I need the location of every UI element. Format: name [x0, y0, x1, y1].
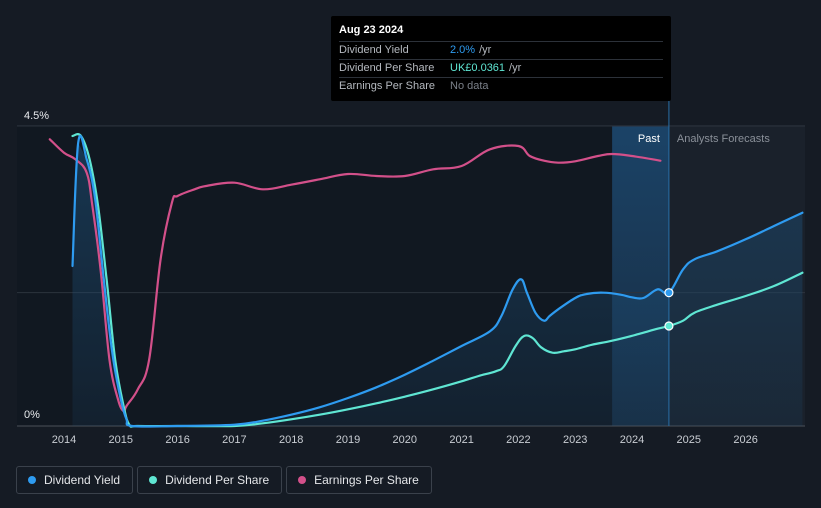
tooltip-unit: /yr: [509, 62, 522, 74]
tooltip-unit: /yr: [479, 44, 492, 56]
tooltip-row-dividend-yield: Dividend Yield 2.0% /yr: [339, 41, 663, 59]
point-dividend-yield: [664, 288, 674, 298]
tooltip-label: Dividend Yield: [339, 44, 409, 56]
y-axis: 4.5% 0%: [24, 110, 49, 421]
analysts-forecasts-label: Analysts Forecasts: [677, 133, 770, 145]
tooltip-value: UK£0.0361: [450, 62, 506, 74]
past-label: Past: [638, 133, 660, 145]
x-tick-label: 2021: [449, 434, 473, 446]
legend-label: Dividend Yield: [44, 473, 121, 487]
x-tick-label: 2022: [506, 434, 530, 446]
legend-label: Dividend Per Share: [165, 473, 270, 487]
x-tick-label: 2019: [336, 434, 360, 446]
series-lines: [48, 133, 804, 428]
y-tick-label: 4.5%: [24, 110, 49, 122]
x-tick-label: 2018: [279, 434, 303, 446]
dividend-yield-area: [72, 142, 803, 426]
series-line-earnings-per-share: [48, 138, 662, 413]
point-dividend-per-share: [664, 321, 674, 331]
x-tick-label: 2023: [563, 434, 587, 446]
tooltip: Aug 23 2024 Dividend Yield 2.0% /yr Divi…: [331, 16, 671, 101]
tooltip-date: Aug 23 2024: [339, 24, 404, 36]
x-tick-label: 2020: [393, 434, 417, 446]
x-tick-label: 2014: [52, 434, 76, 446]
series-line-dividend-yield: [71, 134, 804, 428]
legend-dividend-per-share[interactable]: Dividend Per Share: [137, 466, 283, 494]
legend-dividend-yield[interactable]: Dividend Yield: [16, 466, 134, 494]
legend-label: Earnings Per Share: [314, 473, 419, 487]
tooltip-label: Earnings Per Share: [339, 80, 435, 92]
tooltip-label: Dividend Per Share: [339, 62, 435, 74]
x-tick-label: 2024: [620, 434, 644, 446]
x-tick-label: 2025: [677, 434, 701, 446]
data-points: [664, 288, 674, 331]
legend-dot-icon: [298, 476, 307, 484]
legend: Dividend Yield Dividend Per Share Earnin…: [16, 466, 432, 494]
x-tick-label: 2015: [109, 434, 133, 446]
y-tick-label: 0%: [24, 409, 40, 421]
tooltip-value: 2.0%: [450, 44, 476, 56]
legend-dot-icon: [149, 476, 158, 484]
x-tick-label: 2016: [165, 434, 189, 446]
legend-earnings-per-share[interactable]: Earnings Per Share: [286, 466, 432, 494]
x-tick-label: 2017: [222, 434, 246, 446]
x-tick-label: 2026: [733, 434, 757, 446]
x-axis: 2014 2015 2016 2017 2018 2019 2020 2021 2022 2023…: [52, 434, 758, 446]
tooltip-row-dividend-per-share: Dividend Per Share UK£0.0361 /yr: [339, 59, 663, 77]
legend-dot-icon: [28, 476, 36, 484]
tooltip-value: No data: [450, 80, 489, 92]
tooltip-row-earnings-per-share: Earnings Per Share No data: [339, 77, 663, 95]
